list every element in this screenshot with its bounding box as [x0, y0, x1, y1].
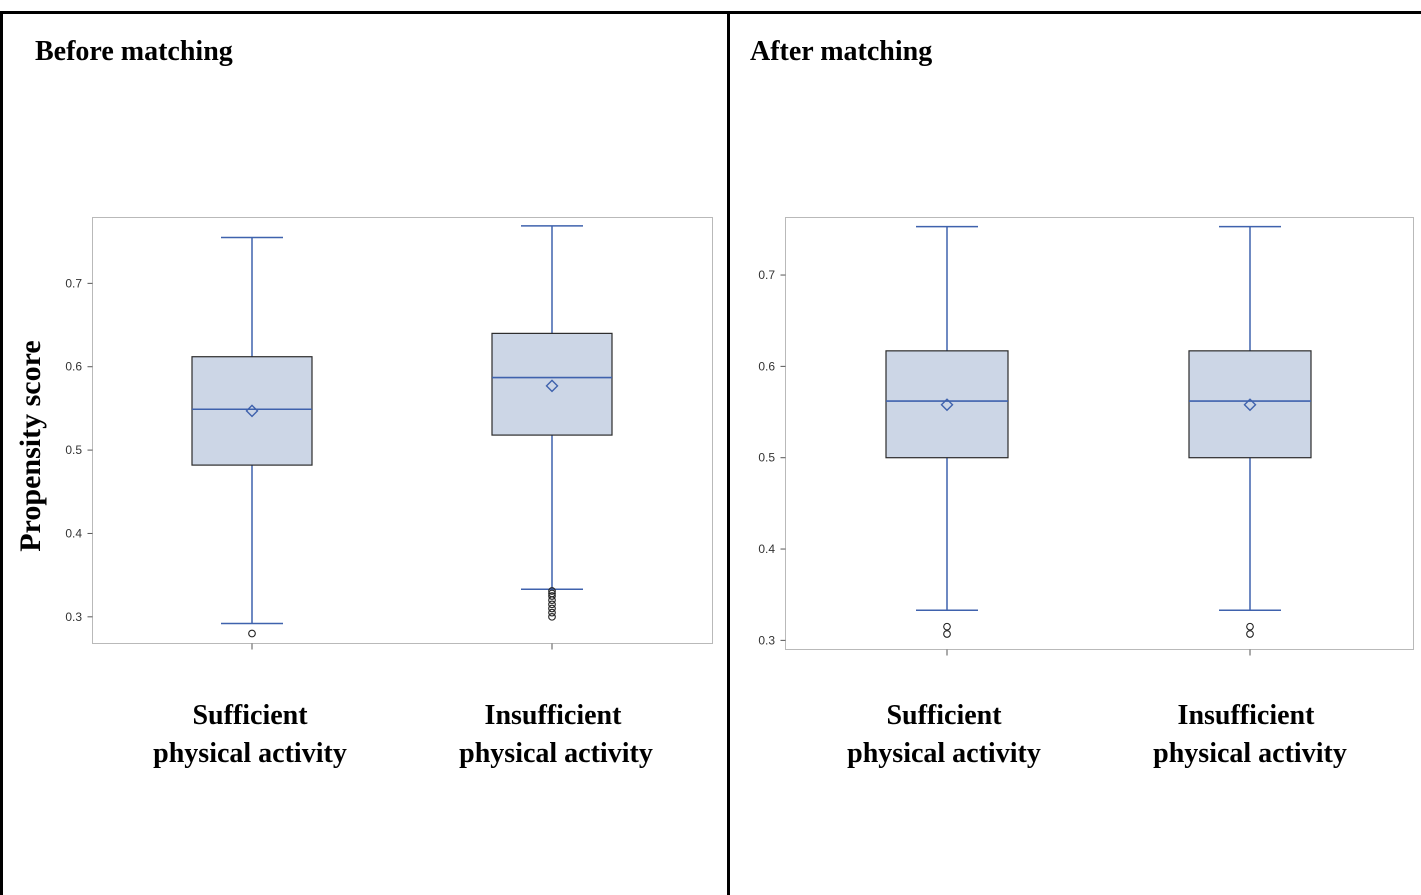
- panel-title: Before matching: [35, 36, 233, 67]
- outlier-point: [548, 600, 556, 609]
- outlier-point: [548, 604, 556, 613]
- y-tick-label: 0.7: [758, 268, 775, 282]
- y-tick-label: 0.6: [758, 359, 775, 373]
- category-label-line1: Sufficient: [192, 700, 308, 731]
- after-matching-panel: After matching 0.3 0.4 0.5 0.6 0.7 Sufficien…: [750, 36, 1414, 769]
- outlier-point: [548, 612, 556, 621]
- plot-frame: [785, 217, 1414, 650]
- category-label: Sufficient physical activity: [153, 700, 347, 769]
- iqr-box: [885, 350, 1009, 459]
- category-label: Sufficient physical activity: [847, 700, 1041, 769]
- category-label-line1: Sufficient: [886, 700, 1002, 731]
- iqr-box: [191, 356, 313, 466]
- figure-frame: [0, 11, 1421, 895]
- outlier-point: [248, 629, 256, 638]
- category-label-line1: Insufficient: [1178, 700, 1316, 731]
- mean-marker: [245, 404, 259, 418]
- category-label-line2: physical activity: [153, 738, 347, 769]
- panel-title: After matching: [750, 36, 932, 67]
- outlier-point: [548, 587, 556, 595]
- y-tick-label: 0.5: [65, 443, 82, 457]
- category-label-line2: physical activity: [1153, 738, 1347, 769]
- y-tick-label: 0.4: [65, 526, 82, 540]
- outlier-point: [548, 608, 556, 617]
- category-label-line2: physical activity: [459, 738, 653, 769]
- outlier-point: [943, 622, 951, 631]
- category-label: Insufficient physical activity: [1153, 700, 1347, 769]
- mean-marker: [1243, 398, 1257, 412]
- outlier-point: [1246, 630, 1254, 638]
- mean-marker: [545, 379, 559, 393]
- outlier-point: [943, 630, 951, 638]
- plot-frame: [92, 217, 713, 644]
- before-matching-panel: Before matching Propensity score 0.3 0.4 0…: [14, 36, 713, 769]
- y-tick-label: 0.6: [65, 360, 82, 374]
- outlier-point: [548, 592, 556, 600]
- y-tick-label: 0.3: [758, 633, 775, 647]
- y-tick-label: 0.7: [65, 276, 82, 290]
- category-label-line2: physical activity: [847, 738, 1041, 769]
- category-label: Insufficient physical activity: [459, 700, 653, 769]
- outlier-point: [548, 589, 556, 598]
- y-axis-label: Propensity score: [14, 340, 47, 551]
- iqr-box: [1188, 350, 1312, 459]
- mean-marker: [940, 398, 954, 412]
- y-tick-label: 0.3: [65, 610, 82, 624]
- y-tick-label: 0.4: [758, 542, 775, 556]
- iqr-box: [491, 332, 613, 436]
- y-tick-label: 0.5: [758, 451, 775, 465]
- outlier-point: [1246, 622, 1254, 631]
- category-label-line1: Insufficient: [485, 700, 623, 731]
